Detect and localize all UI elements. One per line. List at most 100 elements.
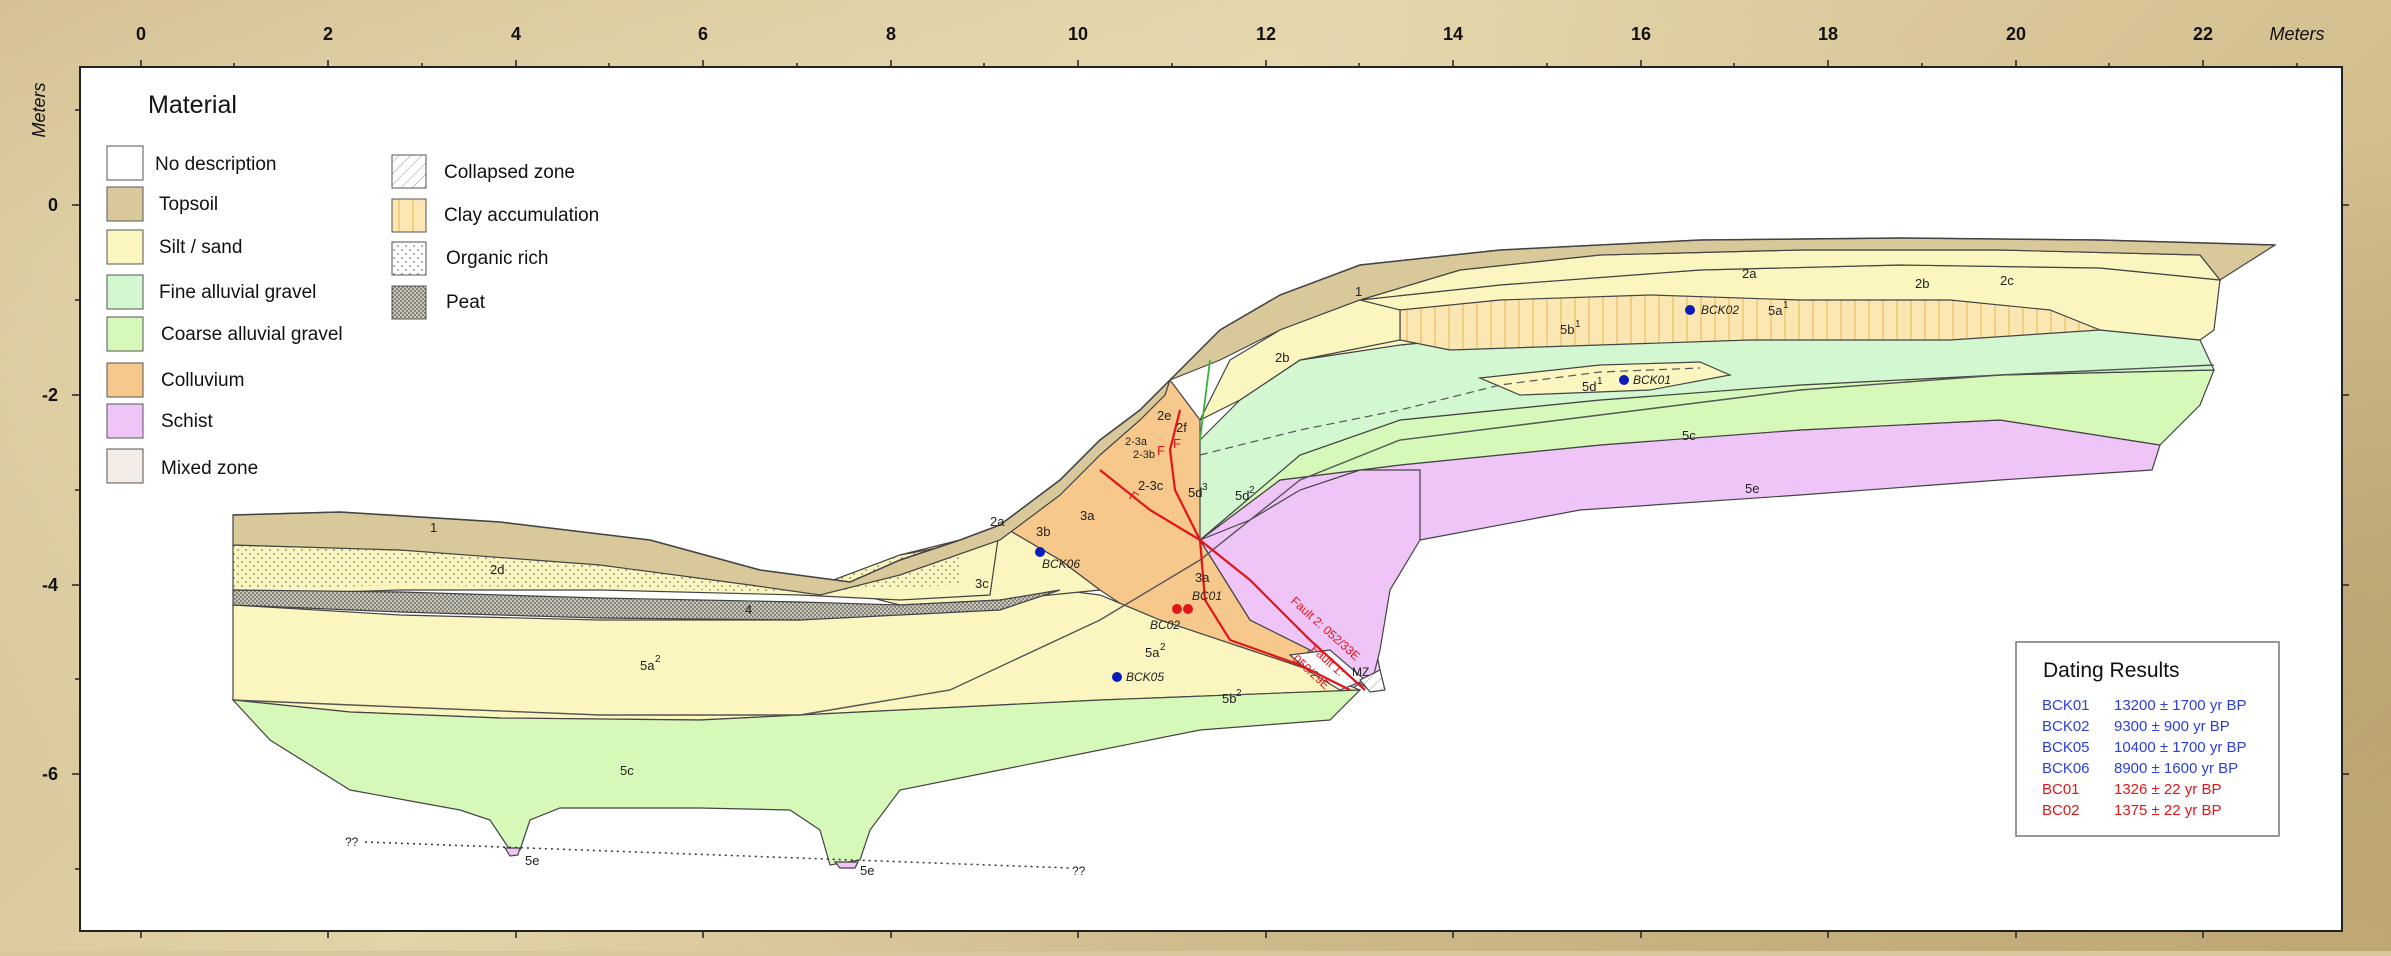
unit-label: ?? <box>345 835 359 849</box>
unit-label: 5d <box>1235 488 1249 503</box>
legend-swatch <box>106 274 144 310</box>
unit-label-sup: 2 <box>655 654 661 665</box>
unit-label: ?? <box>1072 864 1086 878</box>
unit-label: 5b <box>1222 691 1236 706</box>
unit-label: 5a <box>640 658 655 673</box>
unit-label: 2d <box>490 562 504 577</box>
dating-row-age: 13200 ± 1700 yr BP <box>2114 697 2247 714</box>
dating-row-id: BCK01 <box>2042 697 2090 714</box>
x-tick: 2 <box>323 24 333 44</box>
y-tick-labels: 0 -2 -4 -6 <box>42 195 58 784</box>
unit-label: 2-3c <box>1138 478 1164 493</box>
dating-rows: BCK01 13200 ± 1700 yr BP BCK02 9300 ± 90… <box>2042 697 2247 819</box>
geologic-section <box>231 237 2277 869</box>
unit-label-sup: 2 <box>1249 485 1255 496</box>
unit-5b1-clay <box>1399 294 2101 351</box>
legend-swatch <box>106 229 144 265</box>
sample-label: BC02 <box>1150 618 1180 632</box>
unit-label-sup: 1 <box>1575 319 1581 330</box>
legend-label: Silt / sand <box>159 237 242 258</box>
legend-label: Colluvium <box>161 370 244 391</box>
vertical-lines-icon <box>391 198 427 233</box>
x-tick: 6 <box>698 24 708 44</box>
dating-results-title: Dating Results <box>2043 659 2180 682</box>
sample-label: BC01 <box>1192 589 1222 603</box>
unit-label: 5e <box>525 853 539 868</box>
dating-row-age: 1375 ± 22 yr BP <box>2114 802 2221 819</box>
unit-label: 2-3b <box>1133 449 1155 461</box>
unconformity-line-lower <box>232 364 2215 716</box>
unit-4-peat <box>232 589 1061 621</box>
unit-label: 1 <box>1355 284 1362 299</box>
legend-pattern-swatches <box>391 154 427 320</box>
unit-label: 2b <box>1275 350 1289 365</box>
sample-label: BCK02 <box>1701 303 1739 317</box>
legend-swatch <box>106 403 144 439</box>
unit-label: 2f <box>1176 420 1187 435</box>
green-contact-line <box>1199 359 1211 441</box>
legend-label: Collapsed zone <box>444 162 575 183</box>
unit-label: 5a <box>1145 645 1160 660</box>
x-tick: 18 <box>1818 24 1838 44</box>
dating-results-frame <box>2015 641 2280 837</box>
unit-2b-mid <box>1198 299 1401 422</box>
unit-label: 2e <box>1157 408 1171 423</box>
axis-ticks <box>72 60 2349 938</box>
unit-2d-dots <box>233 540 960 592</box>
fault-lines <box>1099 409 1366 691</box>
unit-label: 2c <box>2000 273 2014 288</box>
dating-row-id: BCK06 <box>2042 760 2090 777</box>
unit-label-sup: 3 <box>1202 482 1208 493</box>
x-tick: 14 <box>1443 24 1463 44</box>
unconformity-line-upper <box>1199 367 1701 456</box>
unit-label: 5c <box>1682 428 1696 443</box>
dating-row-age: 8900 ± 1600 yr BP <box>2114 760 2238 777</box>
x-tick: 4 <box>511 24 521 44</box>
dating-results-box: Dating Results BCK01 13200 ± 1700 yr BP … <box>2015 641 2280 837</box>
unit-label: 2b <box>1915 276 1929 291</box>
fault-label: F <box>1157 443 1165 458</box>
sample-bck06-marker <box>1035 547 1045 557</box>
unit-label: 5b <box>1560 322 1574 337</box>
x-tick: 10 <box>1068 24 1088 44</box>
unit-label: 2a <box>990 514 1005 529</box>
dating-row-id: BC02 <box>2042 802 2080 819</box>
legend-pattern-labels: Collapsed zone Clay accumulation Organic… <box>444 162 599 313</box>
x-tick: 12 <box>1256 24 1276 44</box>
unit-labels: 1 1 2a 2b 2c 2b 2d 4 5a 2 5c 5e 5e 3c 3a… <box>345 266 2014 878</box>
dating-row-id: BCK05 <box>2042 739 2090 756</box>
legend-label: Organic rich <box>446 248 548 269</box>
unit-label: 2-3a <box>1125 436 1148 448</box>
x-tick: 8 <box>886 24 896 44</box>
sample-label: BCK01 <box>1633 373 1671 387</box>
unit-label-sup: 1 <box>1597 376 1603 387</box>
unit-label: 4 <box>745 602 752 617</box>
unit-label: 5d <box>1188 485 1202 500</box>
legend-swatches <box>106 145 144 484</box>
unit-label: 5e <box>860 863 874 878</box>
unit-label: 5c <box>620 763 634 778</box>
unit-label: 5a <box>1768 303 1783 318</box>
unit-label-sup: 2 <box>1236 688 1242 699</box>
sample-bck02-marker <box>1685 305 1695 315</box>
legend-swatch <box>106 186 144 222</box>
y-axis-unit: Meters <box>29 82 49 137</box>
unit-label: 2a <box>1742 266 1757 281</box>
legend-label: Clay accumulation <box>444 205 599 226</box>
sample-label: BCK05 <box>1126 670 1164 684</box>
legend-swatch <box>106 316 144 352</box>
y-tick: 0 <box>48 195 58 215</box>
sample-label: BCK06 <box>1042 557 1080 571</box>
ground-surface-line <box>232 237 2276 583</box>
unit-label: 5e <box>1745 481 1759 496</box>
legend-labels: No description Topsoil Silt / sand Fine … <box>155 154 343 479</box>
hatch-icon <box>391 154 427 189</box>
x-tick: 0 <box>136 24 146 44</box>
sample-bck05-marker <box>1112 672 1122 682</box>
dating-row-age: 9300 ± 900 yr BP <box>2114 718 2230 735</box>
sample-bc02-marker <box>1172 604 1182 614</box>
legend-swatch <box>106 448 144 484</box>
sample-bc01-marker <box>1183 604 1193 614</box>
unit-label: 3c <box>975 576 989 591</box>
